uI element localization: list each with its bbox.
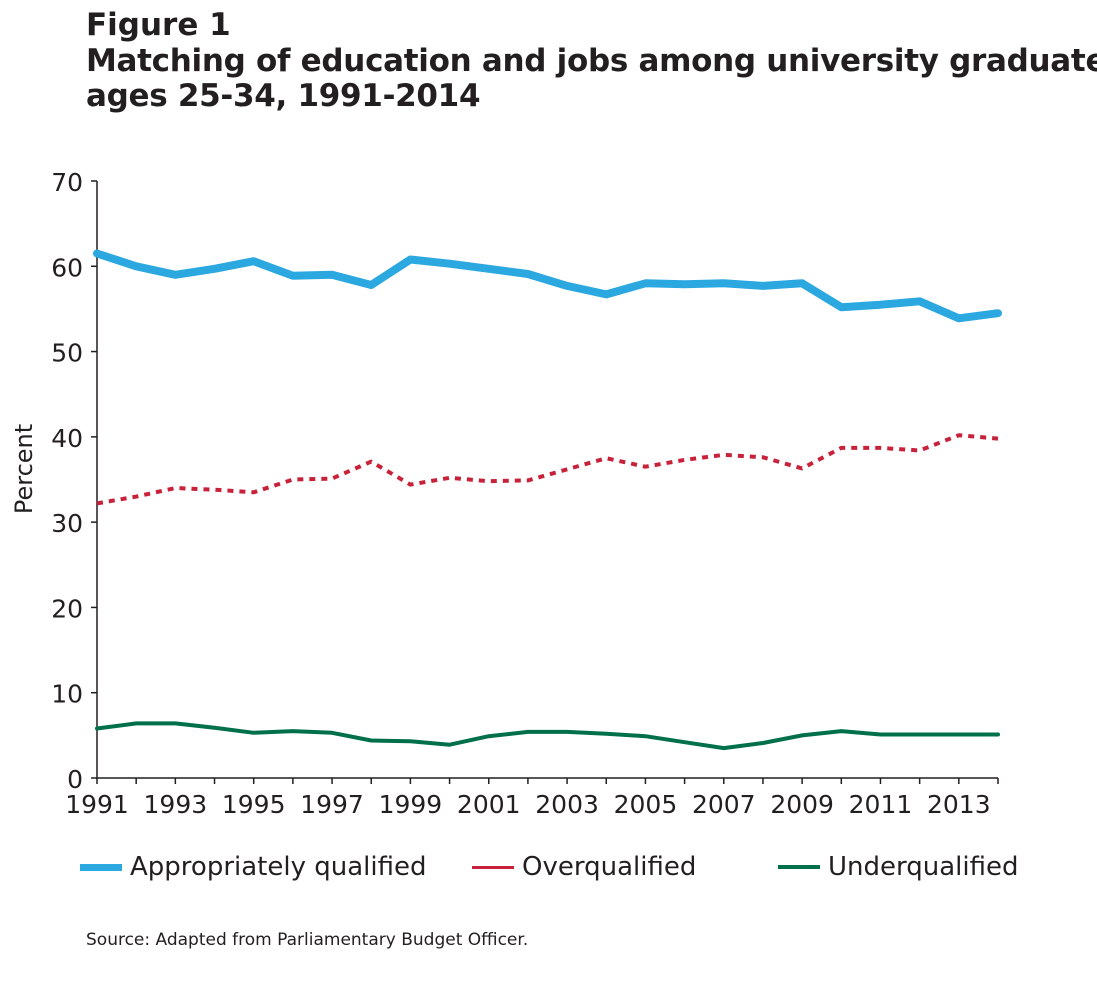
legend-label-appropriately-qualified: Appropriately qualified — [130, 852, 427, 882]
legend-item-overqualified: Overqualified — [472, 852, 696, 882]
x-tick-label: 1997 — [300, 790, 364, 819]
series-line-overqualified — [96, 433, 999, 506]
x-tick-label: 2007 — [692, 790, 756, 819]
y-tick-label: 30 — [51, 509, 83, 538]
y-tick-label: 0 — [67, 765, 83, 794]
legend-swatch-overqualified — [472, 865, 514, 869]
chart-axes: 0 10 20 30 40 50 60 70 1991 1993 1995 1997 1999 2001 2… — [51, 168, 999, 819]
x-tick-label: 1993 — [144, 790, 208, 819]
y-tick-label: 50 — [51, 339, 83, 368]
y-axis-label: Percent — [10, 424, 38, 514]
source-note: Source: Adapted from Parliamentary Budge… — [86, 930, 529, 950]
y-tick-label: 20 — [51, 594, 83, 623]
series-line-appropriately-qualified — [93, 249, 1002, 323]
x-tick-label: 1995 — [222, 790, 286, 819]
figure-title-block: Figure 1 Matching of education and jobs … — [86, 6, 1097, 114]
legend-item-underqualified: Underqualified — [778, 852, 1018, 882]
figure-title-line-2: ages 25-34, 1991-2014 — [86, 78, 481, 114]
legend-label-underqualified: Underqualified — [828, 852, 1019, 882]
x-tick-label: 2009 — [770, 790, 834, 819]
y-tick-label: 40 — [51, 424, 83, 453]
x-tick-label: 2011 — [849, 790, 913, 819]
x-tick-label: 2001 — [457, 790, 521, 819]
figure-label: Figure 1 — [86, 7, 231, 43]
series-line-underqualified — [95, 721, 1000, 751]
x-tick-label: 2013 — [927, 790, 991, 819]
x-tick-label: 1999 — [379, 790, 443, 819]
x-tick-label: 2003 — [535, 790, 599, 819]
legend-swatch-appropriately-qualified — [80, 863, 122, 871]
y-tick-label: 60 — [51, 253, 83, 282]
y-tick-label: 10 — [51, 680, 83, 709]
y-tick-label: 70 — [51, 168, 83, 197]
chart-legend: Appropriately qualified Overqualified Un… — [0, 852, 1097, 892]
legend-item-appropriately-qualified: Appropriately qualified — [80, 852, 426, 882]
figure-title-line-1: Matching of education and jobs among uni… — [86, 43, 1097, 79]
legend-swatch-underqualified — [778, 865, 820, 869]
legend-label-overqualified: Overqualified — [522, 852, 697, 882]
series-layer — [93, 249, 1002, 751]
x-tick-label: 1991 — [65, 790, 129, 819]
x-tick-label: 2005 — [614, 790, 678, 819]
